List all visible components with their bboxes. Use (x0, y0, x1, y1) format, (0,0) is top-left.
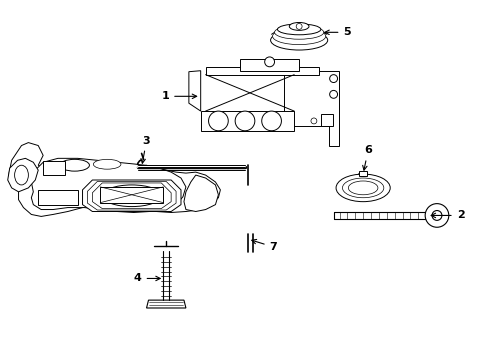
Circle shape (431, 211, 441, 220)
Polygon shape (82, 180, 181, 212)
Ellipse shape (347, 181, 377, 195)
Polygon shape (146, 300, 185, 308)
Ellipse shape (15, 165, 28, 185)
Circle shape (208, 111, 228, 131)
Ellipse shape (60, 159, 89, 171)
Polygon shape (8, 158, 38, 192)
Polygon shape (100, 187, 163, 203)
Circle shape (329, 75, 337, 82)
Text: 3: 3 (141, 136, 150, 163)
Circle shape (261, 111, 281, 131)
Ellipse shape (289, 22, 308, 30)
Bar (43, 161, 65, 175)
Ellipse shape (342, 178, 383, 198)
Polygon shape (183, 175, 218, 212)
Bar (320, 114, 332, 126)
Polygon shape (31, 158, 185, 212)
Circle shape (264, 57, 274, 67)
Bar (240, 59, 299, 71)
Ellipse shape (270, 30, 327, 50)
Polygon shape (284, 71, 338, 145)
Text: 7: 7 (251, 239, 277, 252)
Text: 6: 6 (362, 145, 371, 170)
Text: 5: 5 (324, 27, 350, 37)
Circle shape (329, 90, 337, 98)
Ellipse shape (335, 174, 389, 202)
Circle shape (296, 23, 302, 30)
Polygon shape (38, 190, 78, 204)
Ellipse shape (272, 28, 325, 45)
Ellipse shape (93, 159, 121, 169)
Polygon shape (205, 67, 318, 75)
Circle shape (424, 204, 448, 227)
Polygon shape (87, 181, 176, 210)
Text: 4: 4 (133, 274, 160, 283)
Ellipse shape (274, 26, 323, 39)
Text: 2: 2 (430, 211, 464, 220)
Ellipse shape (277, 24, 320, 35)
Circle shape (235, 111, 254, 131)
Circle shape (310, 118, 316, 124)
Ellipse shape (102, 185, 161, 207)
Polygon shape (188, 71, 200, 111)
Polygon shape (9, 143, 220, 216)
Text: 1: 1 (161, 91, 196, 101)
Polygon shape (200, 111, 294, 131)
Polygon shape (92, 183, 171, 208)
Bar (359, 171, 366, 176)
